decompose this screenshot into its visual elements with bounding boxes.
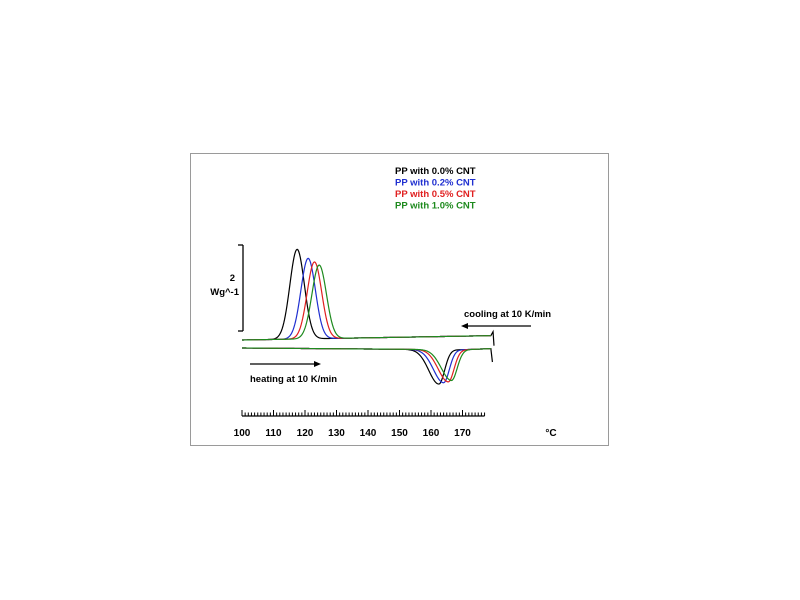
legend-entry: PP with 1.0% CNT bbox=[395, 201, 476, 212]
legend-entry: PP with 0.5% CNT bbox=[395, 189, 476, 200]
curves-group bbox=[241, 248, 495, 385]
x-axis: 100 110 120 130 140 150 160 170 °C bbox=[234, 410, 557, 439]
scale-bar: 2 Wg^-1 bbox=[210, 244, 244, 332]
cooling-annotation: cooling at 10 K/min bbox=[464, 309, 551, 320]
x-tick-label: 160 bbox=[423, 428, 440, 439]
legend-entry: PP with 0.2% CNT bbox=[395, 178, 476, 189]
scale-bar-value: 2 bbox=[230, 273, 235, 284]
x-tick-label: 120 bbox=[297, 428, 314, 439]
heating-curve bbox=[241, 347, 491, 382]
cooling-curve bbox=[241, 257, 491, 341]
cooling-curve bbox=[241, 264, 491, 341]
heating-annotation: heating at 10 K/min bbox=[250, 374, 337, 385]
dsc-chart: 100 110 120 130 140 150 160 170 °C 2 Wg^-1 PP wit… bbox=[210, 166, 557, 439]
x-tick-label: 100 bbox=[234, 428, 251, 439]
chart-frame: 100 110 120 130 140 150 160 170 °C 2 Wg^-1 PP wit… bbox=[190, 153, 609, 446]
x-tick-label: 110 bbox=[265, 428, 282, 439]
legend-entry: PP with 0.0% CNT bbox=[395, 166, 476, 177]
cooling-curve bbox=[241, 248, 495, 346]
x-unit-label: °C bbox=[545, 428, 556, 439]
x-tick-label: 130 bbox=[328, 428, 345, 439]
x-tick-label: 140 bbox=[360, 428, 377, 439]
x-tick-label: 150 bbox=[391, 428, 408, 439]
cooling-curve bbox=[241, 261, 491, 341]
scale-bar-unit: Wg^-1 bbox=[210, 287, 239, 298]
x-tick-label: 170 bbox=[454, 428, 471, 439]
cooling-arrow-head bbox=[461, 323, 468, 329]
heating-arrow-head bbox=[314, 361, 321, 367]
